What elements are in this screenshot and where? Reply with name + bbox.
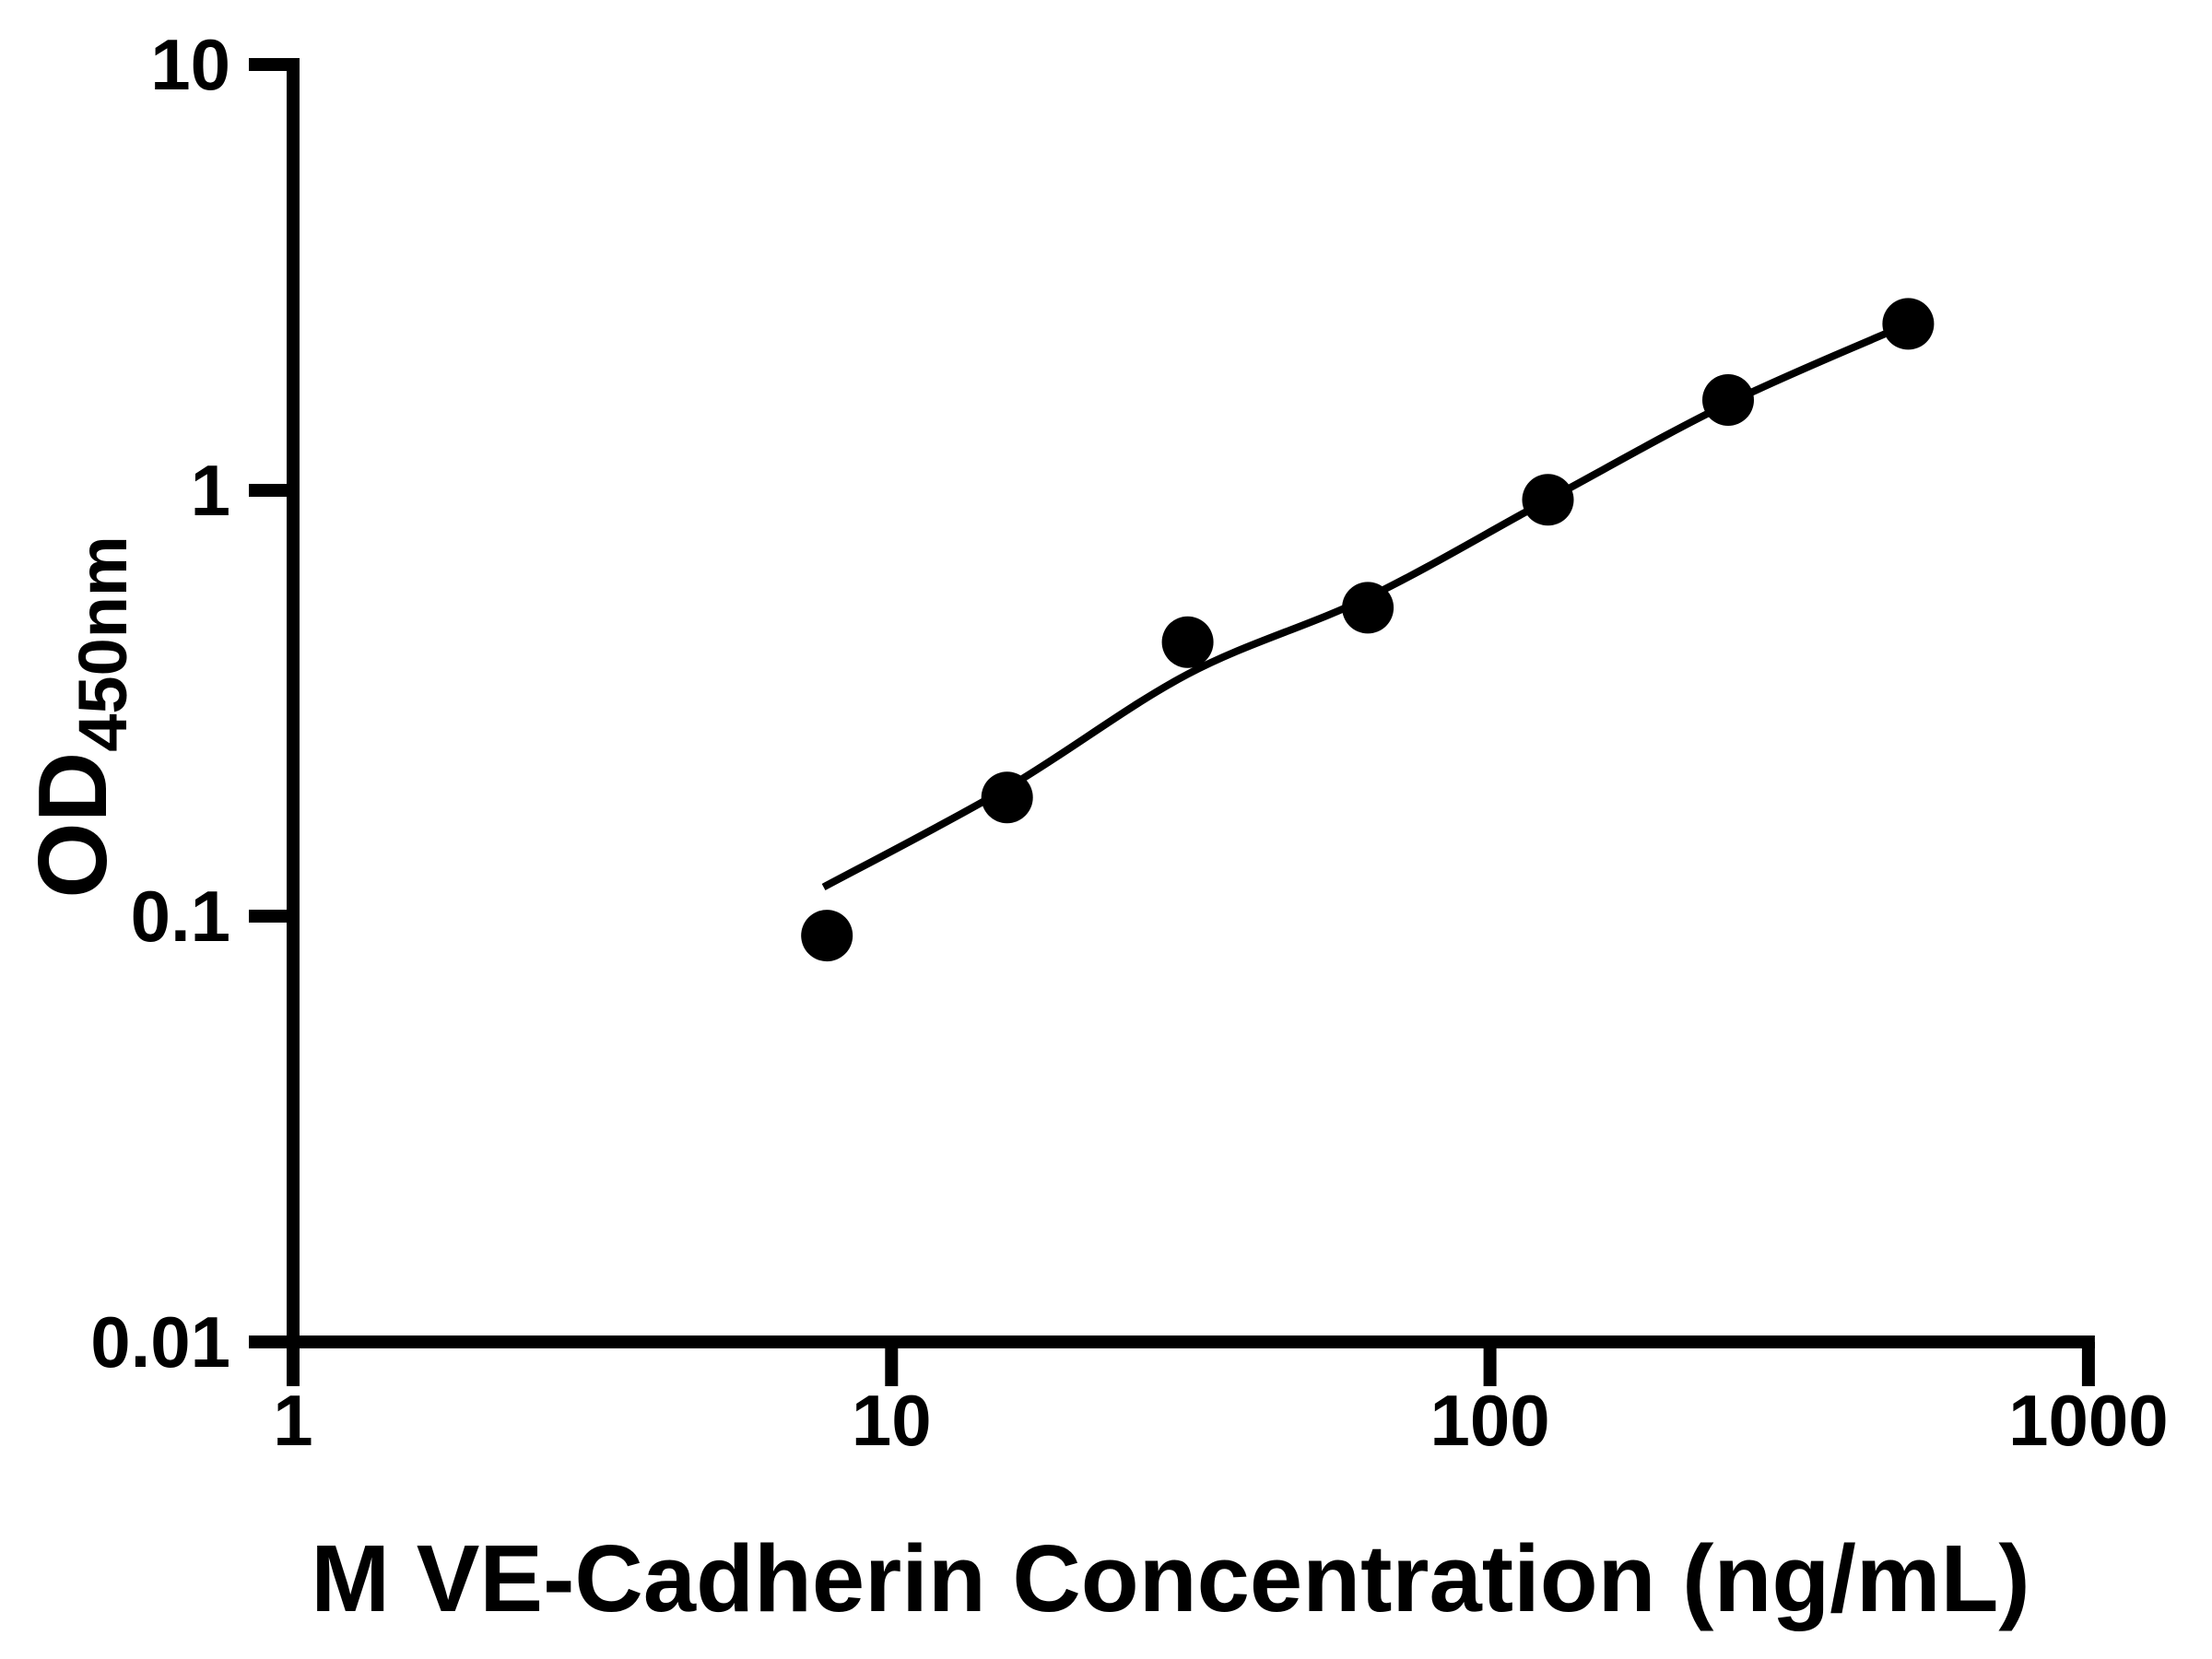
data-point [1161, 616, 1214, 668]
y-tick-label: 0.1 [131, 876, 230, 957]
axes [287, 58, 2095, 1348]
y-axis-title: OD450nm [18, 535, 141, 898]
data-point [981, 771, 1033, 824]
x-tick-label: 1000 [2008, 1380, 2169, 1461]
data-points [801, 298, 1935, 962]
data-point [1702, 374, 1754, 426]
x-tick-label: 10 [852, 1380, 932, 1461]
data-point [801, 910, 853, 962]
x-tick-label: 1 [273, 1380, 312, 1461]
y-tick-label: 1 [191, 450, 230, 531]
x-axis-title: M VE-Cadherin Concentration (ng/mL) [311, 1525, 2030, 1631]
y-tick-label: 10 [150, 24, 230, 105]
x-tick-label: 100 [1430, 1380, 1550, 1461]
y-axis-title-subscript: 450nm [65, 535, 141, 751]
y-axis-title-main: OD [18, 752, 127, 899]
y-tick-label: 0.01 [90, 1301, 230, 1382]
data-point [1342, 582, 1394, 634]
data-point [1522, 474, 1574, 526]
data-point [1882, 298, 1935, 350]
tick-labels: 10 1 0.1 0.01 1 10 100 1000 [90, 24, 2168, 1461]
tick-marks [249, 58, 2095, 1386]
